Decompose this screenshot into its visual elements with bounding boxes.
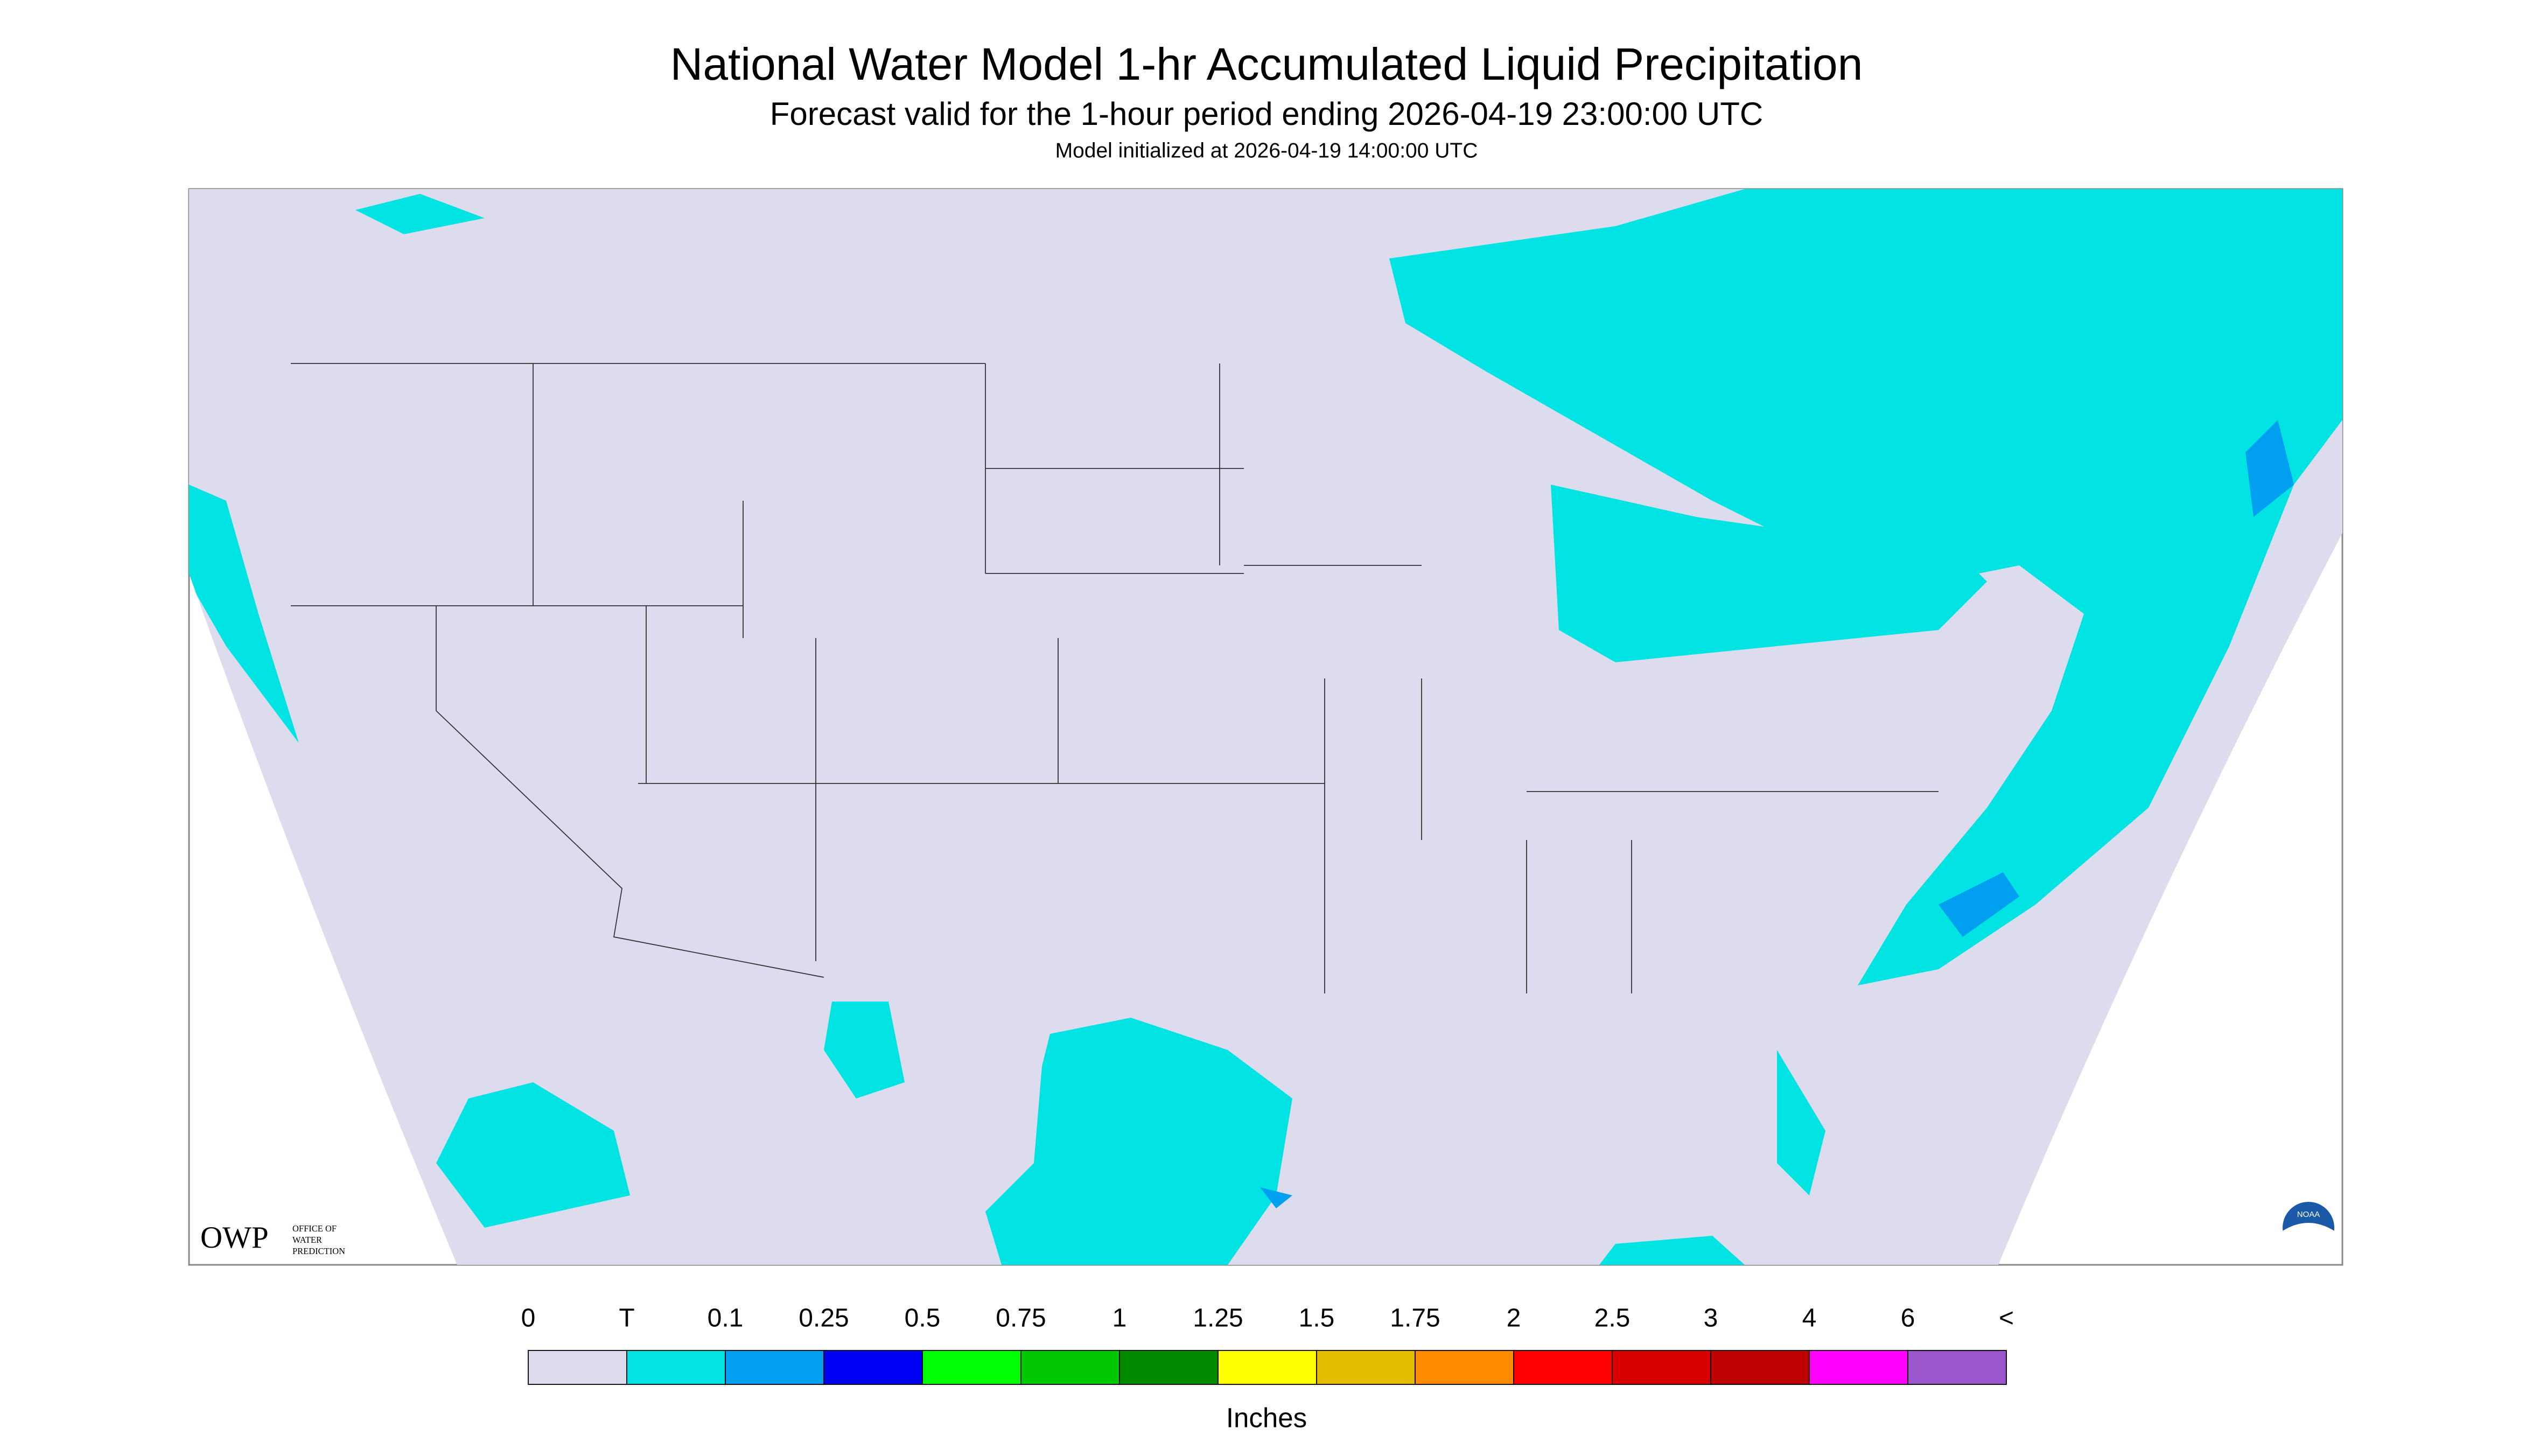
subtitle: Forecast valid for the 1-hour period end… [770, 96, 1763, 132]
legend-label: 0.1 [708, 1304, 744, 1333]
legend-label: 0.25 [799, 1304, 849, 1333]
legend-swatch [626, 1350, 726, 1385]
legend-label: T [619, 1304, 634, 1333]
legend-label: 2 [1507, 1304, 1521, 1333]
legend-swatch [823, 1350, 923, 1385]
legend-swatch [1415, 1350, 1514, 1385]
precip-heavier [1260, 420, 2294, 1209]
legend-label: 4 [1802, 1304, 1817, 1333]
legend-swatch [1217, 1350, 1317, 1385]
legend-swatch [1612, 1350, 1711, 1385]
legend-swatch [922, 1350, 1021, 1385]
noaa-text: NOAA [2297, 1210, 2320, 1219]
init-time: Model initialized at 2026-04-19 14:00:00… [1055, 139, 1478, 162]
legend-label: 0.5 [905, 1304, 941, 1333]
legend-swatch [1316, 1350, 1416, 1385]
title: National Water Model 1-hr Accumulated Li… [670, 39, 1863, 89]
noaa-wave [2283, 1223, 2334, 1257]
legend-label: 1.5 [1299, 1304, 1335, 1333]
legend-label: 0.75 [996, 1304, 1046, 1333]
boundaries [291, 363, 1939, 994]
legend-swatch [725, 1350, 824, 1385]
owp-mark: OWP [200, 1221, 269, 1255]
legend-label: 1.75 [1390, 1304, 1440, 1333]
precip-areas [189, 189, 2342, 1265]
legend-swatch [1907, 1350, 2007, 1385]
legend-label: < [1999, 1304, 2014, 1333]
legend-unit: Inches [1226, 1402, 1307, 1433]
legend-label: 2.5 [1594, 1304, 1631, 1333]
legend-label: 1.25 [1193, 1304, 1243, 1333]
legend-label: 3 [1704, 1304, 1718, 1333]
legend-swatch [1710, 1350, 1810, 1385]
legend-swatch [1513, 1350, 1613, 1385]
legend-swatch [528, 1350, 627, 1385]
owp-logo: OWP OFFICE OF WATER PREDICTION [200, 1221, 345, 1256]
legend-label: 6 [1901, 1304, 1915, 1333]
legend: 0 T 0.1 0.25 0.5 0.75 1 1.25 1.5 1.75 2 2.5 3 4 6 < [521, 1304, 2014, 1385]
owp-name: PREDICTION [292, 1246, 345, 1256]
noaa-logo: NOAA [2283, 1202, 2334, 1257]
legend-swatch [1020, 1350, 1120, 1385]
legend-swatch [1119, 1350, 1219, 1385]
map [189, 189, 2342, 1265]
legend-swatch [1809, 1350, 1908, 1385]
legend-label: 1 [1112, 1304, 1127, 1333]
owp-name: WATER [292, 1235, 322, 1245]
legend-label: 0 [521, 1304, 536, 1333]
owp-name: OFFICE OF [292, 1223, 337, 1234]
